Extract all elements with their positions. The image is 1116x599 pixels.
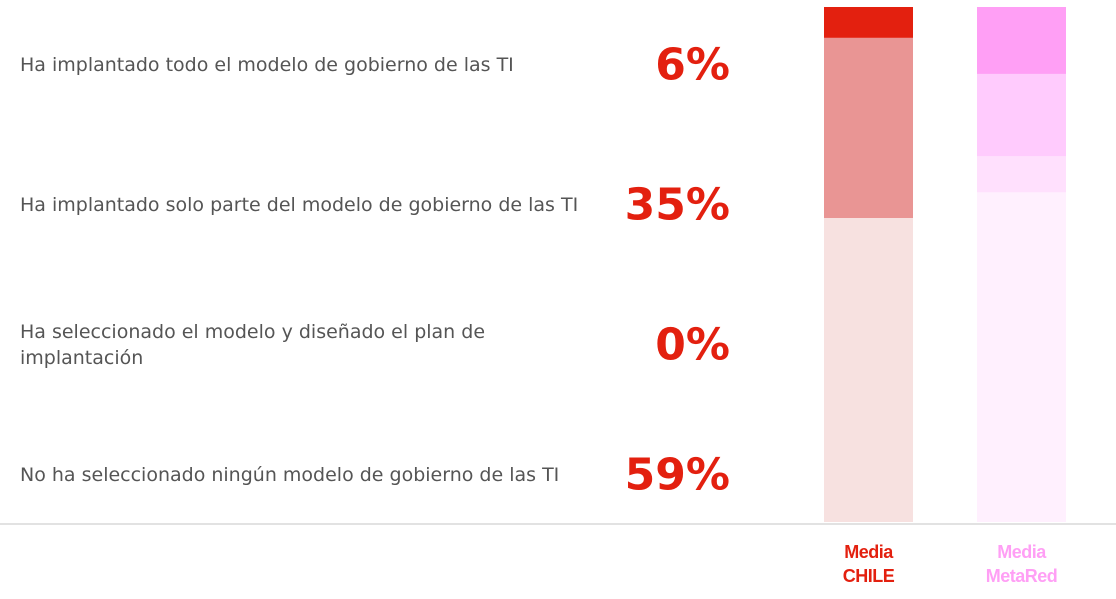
value-label: 6% — [655, 39, 730, 91]
row-label: Ha implantado solo parte del modelo de g… — [20, 194, 579, 216]
category-label: Media MetaRed — [985, 542, 1058, 586]
bar-segment — [977, 7, 1066, 74]
bar-segment — [824, 7, 913, 38]
bar-segment — [977, 192, 1066, 522]
row-label: No ha seleccionado ningún modelo de gobi… — [20, 464, 560, 486]
bar-segment — [824, 218, 913, 522]
bar-segment — [824, 37, 913, 219]
category-label: Media CHILE — [842, 542, 895, 586]
bar-segment — [977, 73, 1066, 157]
row-label: Ha implantado todo el modelo de gobierno… — [20, 54, 514, 76]
value-label: 0% — [655, 319, 730, 371]
row-label: Ha seleccionado el modelo y diseñado el … — [20, 321, 486, 369]
bar-segment — [977, 156, 1066, 193]
value-label: 59% — [624, 449, 730, 501]
value-label: 35% — [624, 179, 730, 231]
